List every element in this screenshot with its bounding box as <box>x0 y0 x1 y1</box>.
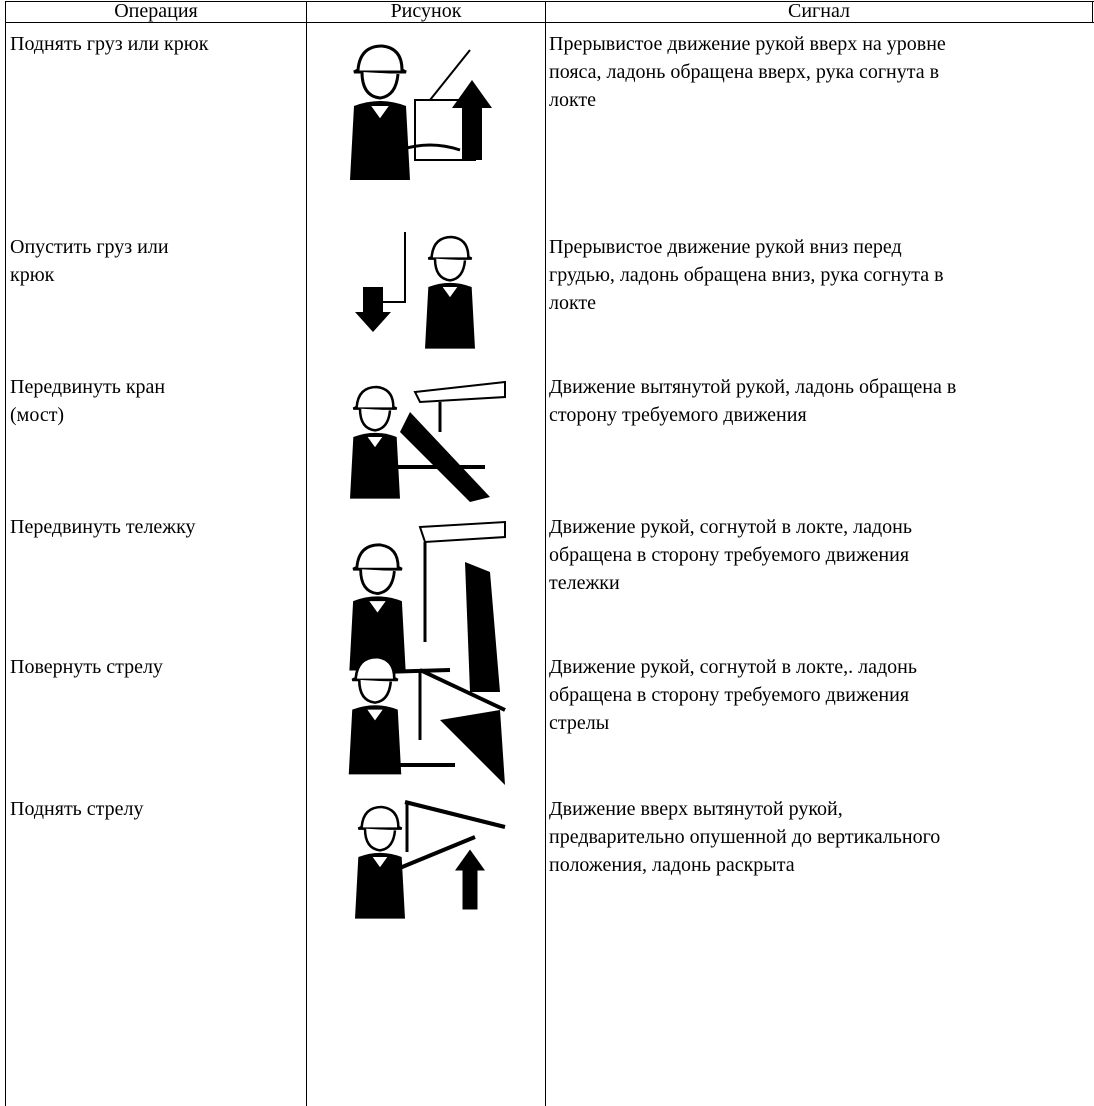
pictogram <box>347 655 506 785</box>
border-top <box>5 1 1094 2</box>
signal-text: Движение вытянутой рукой, ладонь обращен… <box>549 376 957 398</box>
signal-text: пояса, ладонь обращена вверх, рука согну… <box>549 61 940 83</box>
signal-text: предварительно опушенной до вертикальног… <box>549 826 941 848</box>
header-cell: Рисунок <box>390 0 462 22</box>
signal-text: грудью, ладонь обращена вниз, рука согну… <box>549 264 944 286</box>
signal-text: положения, ладонь раскрыта <box>549 854 795 876</box>
border-right <box>1092 1 1093 23</box>
signal-text: Прерывистое движение рукой вверх на уров… <box>549 33 946 55</box>
operation-text: Опустить груз или <box>10 236 169 258</box>
signal-text: Движение рукой, согнутой в локте,. ладон… <box>549 656 917 678</box>
header-rule <box>5 22 1094 23</box>
pictogram <box>348 44 492 182</box>
column-rule <box>306 1 307 1106</box>
signal-text: Прерывистое движение рукой вниз перед <box>549 236 902 258</box>
operation-text: Передвинуть кран <box>10 376 166 398</box>
signal-text: локте <box>549 292 597 314</box>
signal-text: обращена в сторону требуемого движения <box>549 684 910 706</box>
operation-text: Передвинуть тележку <box>10 516 196 538</box>
border-left <box>5 1 6 1106</box>
signal-text: сторону требуемого движения <box>549 404 807 426</box>
pictogram <box>348 380 506 502</box>
operation-text: крюк <box>10 264 55 286</box>
pictogram <box>353 800 506 920</box>
header-cell: Сигнал <box>788 0 850 22</box>
operation-text: Поднять стрелу <box>10 798 144 820</box>
signal-text: обращена в сторону требуемого движения <box>549 544 910 566</box>
signal-text: Движение рукой, согнутой в локте, ладонь <box>549 516 912 538</box>
signal-text: локте <box>549 89 597 111</box>
signal-text: Движение вверх вытянутой рукой, <box>549 798 843 820</box>
operation-text: Повернуть стрелу <box>10 656 163 678</box>
operation-text: Поднять груз или крюк <box>10 33 209 55</box>
signal-text: тележки <box>549 572 620 594</box>
header-cell: Операция <box>114 0 198 22</box>
column-rule <box>545 1 546 1106</box>
pictogram <box>355 232 477 351</box>
signal-text: стрелы <box>549 712 610 734</box>
operation-text: (мост) <box>10 404 65 426</box>
